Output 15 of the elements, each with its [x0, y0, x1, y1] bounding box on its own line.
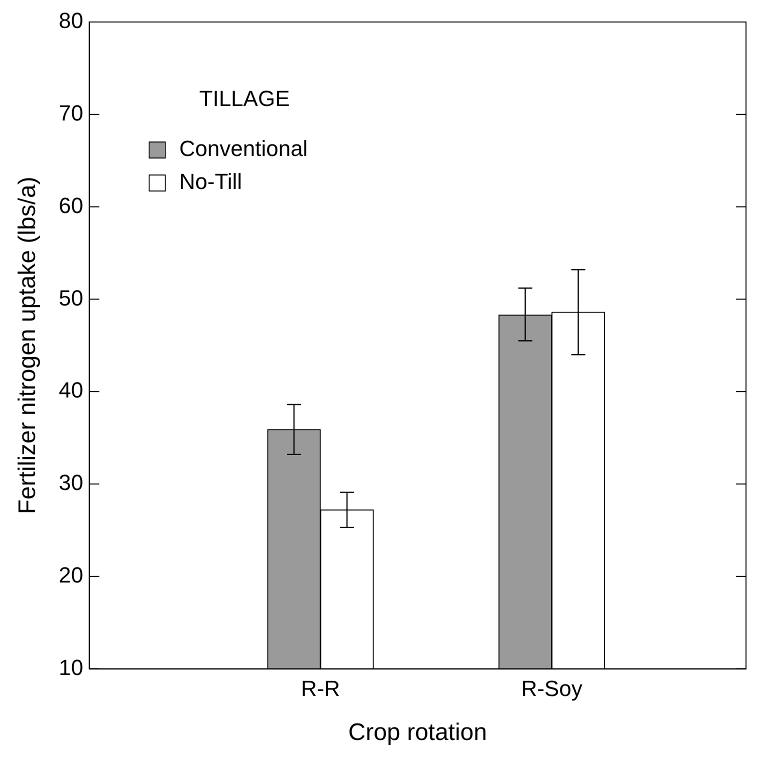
y-tick-label: 80	[58, 8, 84, 34]
y-tick-label: 10	[58, 654, 84, 680]
legend-label: Conventional	[179, 136, 308, 162]
x-tick-label: R-R	[300, 676, 340, 702]
y-axis-title: Fertilizer nitrogen uptake (lbs/a)	[14, 176, 42, 514]
y-tick-label: 50	[58, 285, 84, 310]
y-tick-label: 40	[58, 378, 84, 403]
x-axis-title: Crop rotation	[348, 719, 488, 746]
y-tick-label: 20	[58, 562, 84, 588]
y-tick-label: 70	[58, 100, 84, 126]
y-tick-label: 30	[58, 470, 84, 496]
legend-title: TILLAGE	[199, 86, 290, 112]
legend-label: No-Till	[179, 169, 242, 194]
y-tick-label: 60	[58, 192, 84, 218]
x-tick-label: R-Soy	[521, 676, 582, 702]
